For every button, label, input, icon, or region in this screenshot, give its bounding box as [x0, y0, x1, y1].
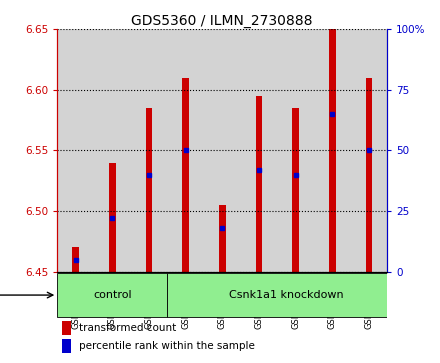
Bar	[167, 273, 387, 318]
Bar	[366, 78, 372, 272]
Bar	[94, 29, 131, 272]
Text: transformed count: transformed count	[79, 323, 176, 333]
Bar	[131, 29, 167, 272]
Bar	[57, 29, 94, 272]
Bar	[277, 29, 314, 272]
Bar	[167, 29, 204, 272]
Bar	[146, 108, 152, 272]
Bar	[62, 321, 71, 335]
Bar	[241, 29, 277, 272]
Bar	[72, 248, 79, 272]
Text: Csnk1a1 knockdown: Csnk1a1 knockdown	[229, 290, 344, 300]
Bar	[256, 96, 262, 272]
Bar	[57, 273, 167, 318]
Bar	[204, 29, 241, 272]
Bar	[329, 29, 335, 272]
Bar	[351, 29, 387, 272]
Bar	[109, 163, 116, 272]
Text: percentile rank within the sample: percentile rank within the sample	[79, 340, 254, 351]
Text: control: control	[93, 290, 132, 300]
Title: GDS5360 / ILMN_2730888: GDS5360 / ILMN_2730888	[132, 14, 313, 28]
Bar	[314, 29, 351, 272]
Text: protocol: protocol	[0, 290, 53, 300]
Bar	[219, 205, 226, 272]
Bar	[292, 108, 299, 272]
Bar	[62, 339, 71, 353]
Bar	[182, 78, 189, 272]
